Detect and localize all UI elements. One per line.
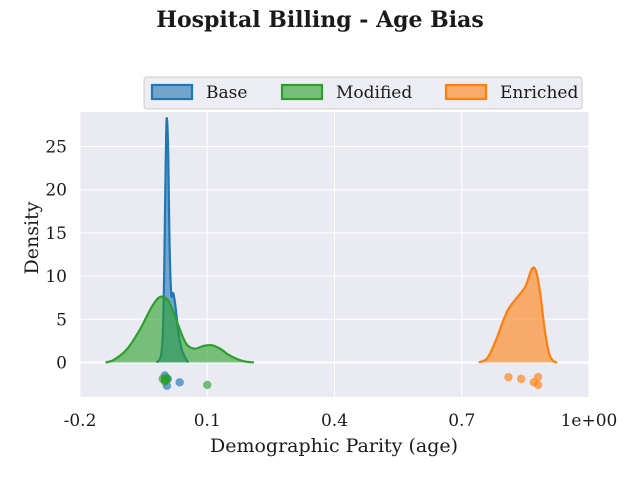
enriched-sample-point [533,372,543,382]
enriched-sample-point [533,380,543,390]
y-tick-label: 5 [56,310,67,330]
legend: Base Modified Enriched [143,76,583,110]
x-axis-label: Demographic Parity (age) [210,435,458,457]
x-tick-label: 1e+00 [561,411,618,431]
y-axis-label: Density [21,201,43,274]
enriched-sample-point [516,374,526,384]
enriched-legend-label: Enriched [500,83,578,103]
base-sample-point [175,378,184,387]
chart-title: Hospital Billing - Age Bias [156,7,484,33]
modified-sample-point [203,380,212,390]
x-tick-label: 0.4 [321,411,348,431]
y-tick-label: 15 [45,224,67,244]
enriched-sample-point [504,372,513,382]
y-tick-label: 10 [45,267,67,287]
base-legend-swatch [150,83,194,101]
x-tick-label: 0.1 [194,411,221,431]
base-legend-label: Base [206,83,247,103]
series-layer [105,117,558,390]
y-axis-ticks: 0 5 10 15 20 25 [45,138,67,374]
x-tick-label: -0.2 [64,411,97,431]
modified-density-line [105,295,255,364]
modified-sample-point [161,373,171,383]
x-axis-ticks: -0.2 0.1 0.4 0.7 1e+00 [64,411,618,431]
enriched-density-line [478,266,558,364]
modified-legend-swatch [280,83,324,101]
y-tick-label: 0 [56,353,67,373]
enriched-legend-swatch [444,83,488,101]
x-tick-label: 0.7 [448,411,475,431]
y-tick-label: 25 [45,138,67,158]
y-tick-label: 20 [45,181,67,201]
modified-legend-label: Modified [336,83,412,103]
enriched-density-area [478,267,558,363]
